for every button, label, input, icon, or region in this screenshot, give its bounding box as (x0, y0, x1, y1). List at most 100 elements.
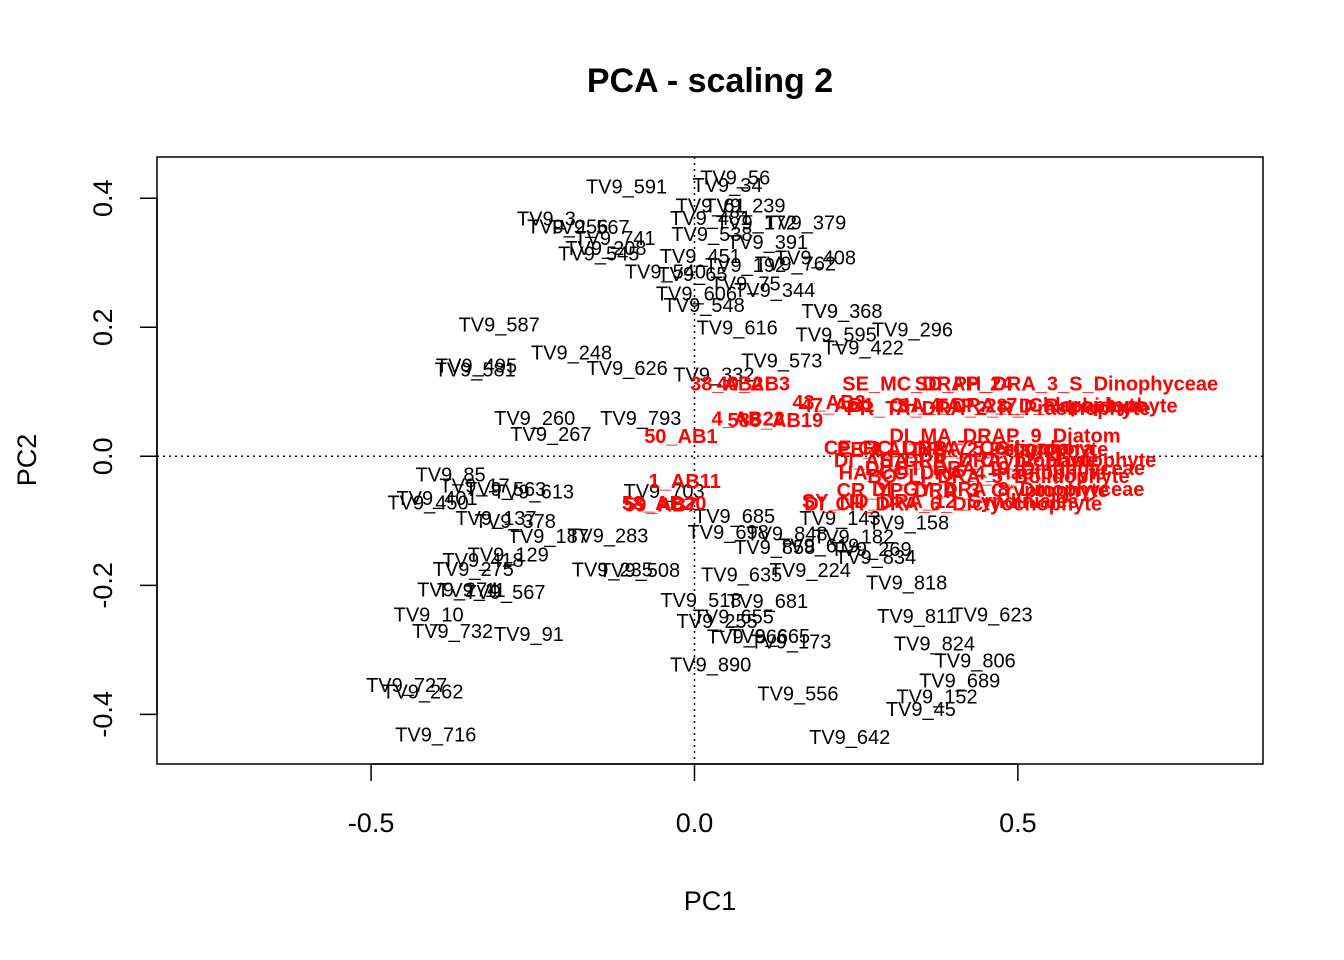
species-label: 58_AB20 (622, 493, 707, 515)
site-label: TV9_262 (382, 681, 463, 703)
species-label: 50_AB1 (644, 426, 717, 448)
site-label: TV9_848 (746, 523, 827, 545)
site-label: TV9_172 (716, 212, 797, 234)
site-label: TV9_858 (734, 537, 815, 559)
site-label: TV9_182 (813, 527, 894, 549)
species-label: SE_MC_DRAP_24 (842, 374, 1013, 396)
site-label: TV9_703 (623, 481, 704, 503)
species-label: BO_LI_DRA_5_Bolidophyte (867, 466, 1129, 488)
y-axis-label: PC2 (12, 434, 42, 487)
site-label: TV9_665 (729, 626, 810, 648)
species-label: CR_YP_DRA_3_Cryptophyte (836, 480, 1108, 502)
y-tick-label: -0.2 (88, 562, 118, 609)
site-label: TV9_685 (694, 506, 775, 528)
site-label: TV9_495 (436, 356, 517, 378)
site-label: TV9_762 (755, 254, 836, 276)
species-label: PE_LA_DRA_2_Pelagophyte (837, 439, 1108, 461)
site-label: TV9_173 (750, 632, 831, 654)
species-label: 59_AB7 (624, 494, 697, 516)
species-label: CE_RC_DRA_7_Cercozoa (824, 438, 1071, 460)
site-label: TV9_408 (775, 247, 856, 269)
site-label: TV9_56 (700, 167, 770, 189)
site-label: TV9_256 (527, 216, 608, 238)
site-label: TV9_567 (548, 217, 629, 239)
species-label: DI_MA_DRAP_9_Diatom (889, 425, 1120, 447)
site-label: TV9_269 (830, 539, 911, 561)
site-label: TV9_732 (412, 621, 493, 643)
species-label: CH_4_DRA_7_Chlorophyte (890, 395, 1147, 417)
site-label: TV9_556 (757, 683, 838, 705)
site-label: TV9_296 (872, 320, 953, 342)
species-label: SD_PH_DRA_3_S_Dinophyceae (915, 374, 1218, 396)
site-label: TV9_623 (951, 605, 1032, 627)
site-label: TV9_834 (835, 547, 916, 569)
site-label: TV9_65 (658, 264, 728, 286)
site-label: TV9_91 (494, 624, 564, 646)
site-label: TV9_451 (660, 246, 741, 268)
species-label: 4_AB22 (711, 409, 784, 431)
site-label: TV9_129 (468, 545, 549, 567)
site-label: TV9_587 (459, 314, 540, 336)
site-label: TV9_143 (799, 508, 880, 530)
site-label: TV9_619 (778, 536, 859, 558)
y-tick-label: -0.4 (88, 691, 118, 738)
species-label: SA_TAP_28_D_Raphidophyte (897, 396, 1178, 418)
site-label: TV9_158 (868, 512, 949, 534)
site-label: TV9_378 (475, 511, 556, 533)
species-label: HA_CO_DRA_4_Haptophyte (839, 463, 1107, 485)
x-tick-label: -0.5 (348, 808, 395, 838)
site-label: TV9_545 (558, 243, 639, 265)
site-label: TV9_689 (919, 670, 1000, 692)
site-label: TV9_518 (660, 590, 741, 612)
site-label: TV9_741 (574, 228, 655, 250)
site-label: TV9_255 (677, 611, 758, 633)
site-label: TV9_606 (656, 283, 737, 305)
site-label: TV9_450 (387, 492, 468, 514)
site-label: TV9_3 (517, 209, 576, 231)
site-label: TV9_152 (896, 687, 977, 709)
site-label: TV9_17 (440, 476, 510, 498)
site-label: TV9_626 (587, 358, 668, 380)
site-label: TV9_567 (464, 582, 545, 604)
site-label: TV9_137 (455, 508, 536, 530)
site-label: TV9_642 (809, 727, 890, 749)
site-label: TV9_422 (823, 338, 904, 360)
site-label: TV9_239 (704, 196, 785, 218)
site-label: TV9_538 (671, 224, 752, 246)
site-label: TV9_344 (734, 280, 815, 302)
site-label: TV9_716 (395, 725, 476, 747)
y-axis: -0.4 -0.2 0.0 0.2 0.4 (88, 180, 158, 738)
x-axis: -0.5 0.0 0.5 (348, 763, 1037, 838)
site-label: TV9_681 (727, 591, 808, 613)
site-label: TV9_591 (586, 176, 667, 198)
species-label: DI_GY_DRA_8_Dinophyceae (872, 479, 1144, 501)
site-label: TV9_508 (599, 560, 680, 582)
site-label: TV9_379 (765, 212, 846, 234)
site-label: TV9_613 (493, 481, 574, 503)
site-label: TV9_418 (442, 550, 523, 572)
site-label: TV9_248 (531, 343, 612, 365)
site-label: TV9_866 (707, 627, 788, 649)
site-label: TV9_332 (673, 365, 754, 387)
site-label: TV9_45 (886, 699, 956, 721)
species-label: PR_TA_DRA_2_R_Prasinophyte (846, 398, 1150, 420)
site-label: TV9_581 (435, 360, 516, 382)
species-label: DI_AS_DRA_7_Cryptophyte (834, 450, 1099, 472)
site-label: TV9_224 (770, 560, 851, 582)
species-label: DI_ET_DRA_19_Dinophyceae (865, 458, 1145, 480)
site-label: TV9_391 (727, 232, 808, 254)
site-label: TV9_85 (416, 465, 486, 487)
site-label: TV9_655 (693, 607, 774, 629)
site-label: TV9_890 (670, 654, 751, 676)
site-label: TV9_698 (688, 522, 769, 544)
site-label: TV9_192 (705, 255, 786, 277)
site-label: TV9_187 (508, 526, 589, 548)
site-label: TV9_260 (494, 408, 575, 430)
species-label: 43_AB2 (792, 392, 865, 414)
site-label: TV9_818 (866, 572, 947, 594)
site-label: TV9_401 (396, 488, 477, 510)
